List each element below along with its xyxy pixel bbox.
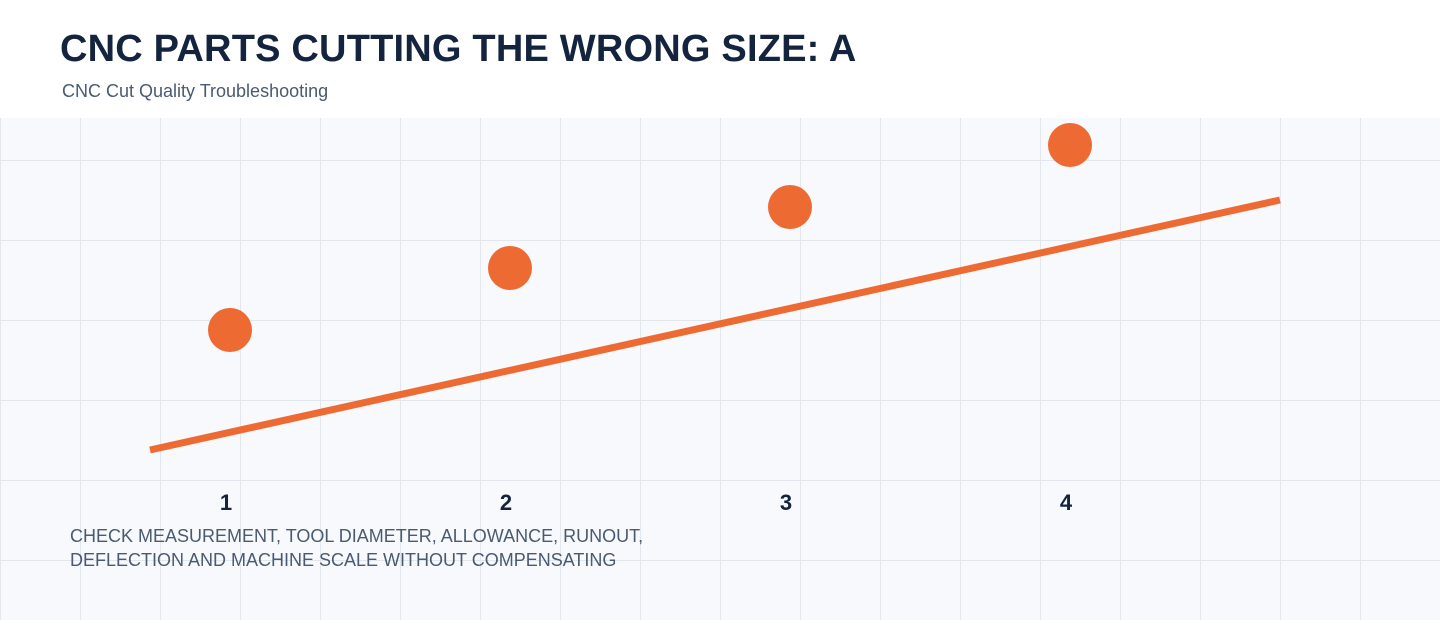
step-marker-4 [1048,123,1092,167]
step-marker-2 [488,246,532,290]
step-number-3: 3 [779,490,793,515]
note-line-1: CHECK MEASUREMENT, TOOL DIAMETER, ALLOWA… [70,526,644,546]
step-number-2: 2 [499,490,513,515]
trend-line [149,196,1281,454]
step-number-4: 4 [1059,490,1073,515]
step-marker-1 [208,308,252,352]
page-title: CNC PARTS CUTTING THE WRONG SIZE: A [60,28,857,70]
step-number-1: 1 [219,490,233,515]
note-line-2: DEFLECTION AND MACHINE SCALE WITHOUT COM… [70,550,617,570]
step-marker-3 [768,185,812,229]
troubleshooting-note: CHECK MEASUREMENT, TOOL DIAMETER, ALLOWA… [70,524,750,572]
header: CNC PARTS CUTTING THE WRONG SIZE: A CNC … [0,0,1440,118]
grid-diagram: 1 2 3 4 CHECK MEASUREMENT, TOOL DIAMETER… [0,118,1440,620]
diagram-graphic [149,123,1281,454]
page-subtitle: CNC Cut Quality Troubleshooting [62,81,329,101]
